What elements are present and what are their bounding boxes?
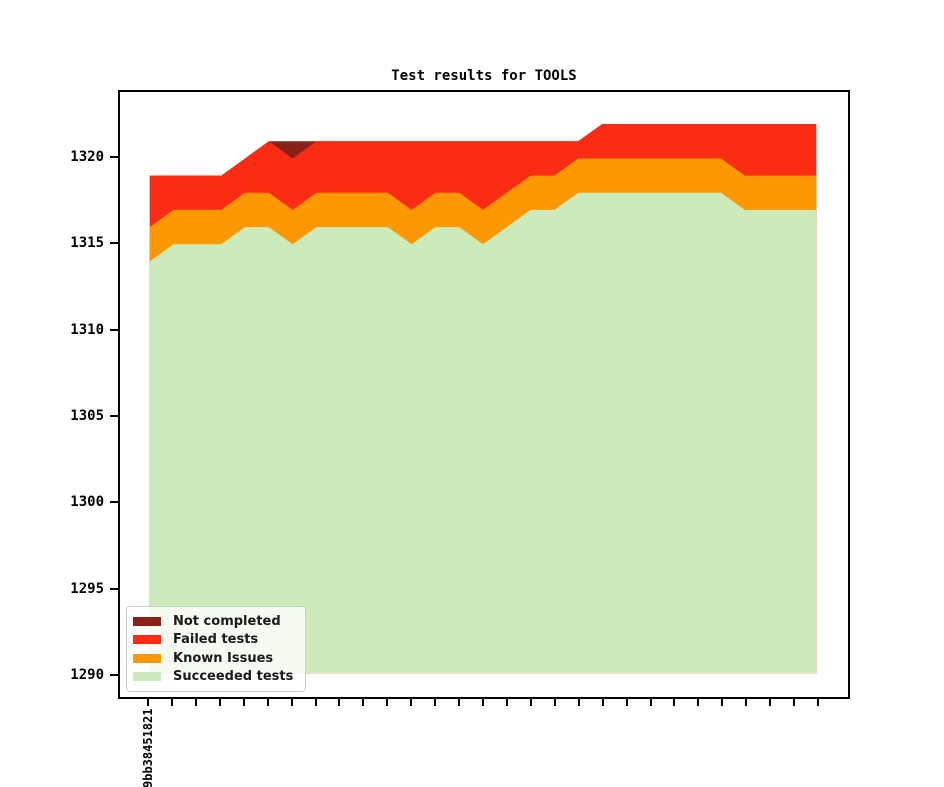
y-tick-label-1290: 1290: [70, 667, 104, 683]
x-tick-mark-6: [290, 699, 293, 706]
legend-swatch-succeeded-tests: [133, 671, 161, 681]
x-tick-mark-11: [410, 699, 413, 706]
legend-label-succeeded-tests: Succeeded tests: [173, 668, 294, 684]
x-tick-mark-26: [769, 699, 772, 706]
x-tick-mark-19: [601, 699, 604, 706]
y-tick-label-1305: 1305: [70, 407, 104, 424]
legend-label-failed-tests: Failed tests: [173, 632, 259, 648]
x-tick-mark-18: [577, 699, 580, 706]
legend-label-not-completed: Not completed: [173, 614, 281, 629]
x-tick-mark-15: [505, 699, 508, 706]
x-tick-mark-22: [673, 699, 676, 706]
legend-swatch-failed-tests: [133, 635, 161, 645]
y-tick-label-1315: 1315: [70, 235, 104, 252]
y-tick-label-1320: 1320: [70, 148, 104, 165]
x-tick-mark-2: [194, 699, 197, 706]
x-tick-mark-20: [625, 699, 628, 706]
legend-swatch-known-issues: [133, 653, 161, 663]
x-axis-first-tick-label: 9bb38451821: [141, 708, 155, 787]
y-tick-mark-1310: [110, 328, 118, 331]
x-tick-mark-14: [482, 699, 484, 706]
y-tick-mark-1315: [110, 242, 118, 245]
y-tick-mark-1290: [110, 674, 118, 676]
y-tick-mark-1305: [110, 414, 118, 417]
chart-svg: [149, 124, 817, 674]
legend-item-not-completed: Not completed: [133, 613, 299, 630]
x-tick-mark-9: [362, 699, 365, 706]
x-tick-mark-0: [147, 699, 149, 706]
legend-item-known-issues: Known Issues: [133, 650, 299, 667]
legend-item-failed-tests: Failed tests: [133, 631, 299, 648]
x-tick-mark-8: [338, 699, 341, 706]
x-tick-mark-10: [386, 699, 389, 706]
x-tick-mark-1: [170, 699, 173, 706]
y-tick-mark-1320: [110, 155, 118, 158]
y-tick-label-1295: 1295: [70, 580, 104, 597]
x-tick-mark-27: [793, 699, 796, 706]
x-tick-mark-3: [218, 699, 221, 706]
y-tick-mark-1300: [110, 501, 118, 504]
legend-swatch-not-completed: [133, 617, 161, 626]
area-succeeded-tests: [149, 192, 817, 674]
x-tick-mark-16: [529, 699, 532, 706]
y-tick-label-1300: 1300: [70, 494, 104, 511]
x-tick-mark-4: [242, 699, 245, 706]
legend-label-known-issues: Known Issues: [173, 650, 274, 666]
x-tick-mark-5: [266, 699, 269, 706]
plot-area: [118, 90, 850, 699]
y-tick-label-1310: 1310: [70, 321, 104, 338]
x-tick-mark-24: [721, 699, 724, 706]
x-tick-mark-17: [553, 699, 556, 706]
x-tick-mark-28: [817, 699, 819, 706]
x-tick-mark-25: [745, 699, 748, 706]
x-tick-mark-23: [697, 699, 700, 706]
x-tick-mark-7: [314, 699, 317, 706]
chart-title: Test results for TOOLS: [391, 68, 577, 84]
legend-item-succeeded-tests: Succeeded tests: [133, 668, 299, 685]
y-tick-mark-1295: [110, 587, 118, 590]
x-tick-mark-12: [434, 699, 437, 706]
x-tick-mark-21: [649, 699, 652, 706]
legend-box: Not completed Failed tests Known Issues …: [126, 606, 306, 692]
x-tick-mark-13: [458, 699, 461, 706]
